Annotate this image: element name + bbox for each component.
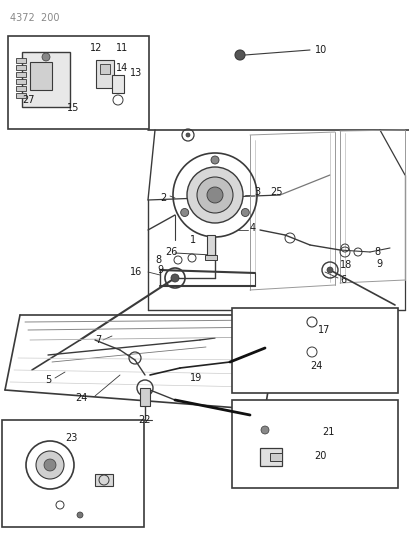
Bar (95, 474, 113, 486)
Bar (139, 388, 150, 406)
Circle shape (196, 177, 232, 213)
Text: 24: 24 (309, 361, 321, 371)
Text: 9: 9 (157, 265, 163, 275)
Bar (8, 36, 148, 129)
Circle shape (234, 50, 245, 60)
Text: 2: 2 (160, 193, 166, 203)
Text: 8: 8 (373, 247, 379, 257)
Text: 11: 11 (116, 43, 128, 53)
Text: 1: 1 (189, 235, 196, 245)
Text: 24: 24 (75, 393, 87, 403)
Circle shape (261, 426, 268, 434)
Bar (16, 79, 26, 84)
Text: 3: 3 (254, 187, 259, 197)
Circle shape (77, 512, 83, 518)
Bar (231, 308, 397, 393)
Bar (204, 255, 216, 260)
Bar (207, 235, 214, 255)
Bar (16, 58, 26, 63)
Text: 7: 7 (95, 335, 101, 345)
Text: 19: 19 (189, 373, 202, 383)
Bar (22, 52, 70, 107)
Bar (16, 86, 26, 91)
Text: 10: 10 (314, 45, 326, 55)
Bar (259, 448, 281, 466)
Circle shape (180, 208, 188, 216)
Text: 20: 20 (313, 451, 326, 461)
Circle shape (211, 156, 218, 164)
Circle shape (171, 274, 179, 282)
Bar (16, 93, 26, 98)
Text: 21: 21 (321, 427, 334, 437)
Text: 12: 12 (90, 43, 102, 53)
Circle shape (207, 187, 222, 203)
Text: 22: 22 (138, 415, 151, 425)
Bar (100, 64, 110, 74)
Text: 14: 14 (116, 63, 128, 73)
Text: 9: 9 (375, 259, 381, 269)
Text: 4: 4 (249, 223, 256, 233)
Text: 18: 18 (339, 260, 351, 270)
Circle shape (187, 167, 243, 223)
Bar (112, 75, 124, 93)
Circle shape (42, 53, 50, 61)
Text: 8: 8 (155, 255, 161, 265)
Circle shape (326, 267, 332, 273)
Text: 27: 27 (22, 95, 34, 105)
Text: 26: 26 (164, 247, 177, 257)
Bar (30, 62, 52, 90)
Text: 23: 23 (65, 433, 77, 443)
Bar (96, 60, 114, 88)
Bar (270, 453, 281, 461)
Text: 17: 17 (317, 325, 330, 335)
Text: 16: 16 (130, 267, 142, 277)
Text: 6: 6 (339, 275, 345, 285)
Circle shape (44, 459, 56, 471)
Text: 25: 25 (270, 187, 282, 197)
Text: 15: 15 (67, 103, 79, 113)
Circle shape (36, 451, 64, 479)
Bar (16, 65, 26, 70)
Bar (16, 72, 26, 77)
Bar (231, 400, 397, 488)
Circle shape (186, 133, 189, 137)
Text: 13: 13 (130, 68, 142, 78)
Text: 4372  200: 4372 200 (10, 13, 59, 23)
Bar (2, 420, 144, 527)
Text: 5: 5 (45, 375, 51, 385)
Circle shape (241, 208, 249, 216)
